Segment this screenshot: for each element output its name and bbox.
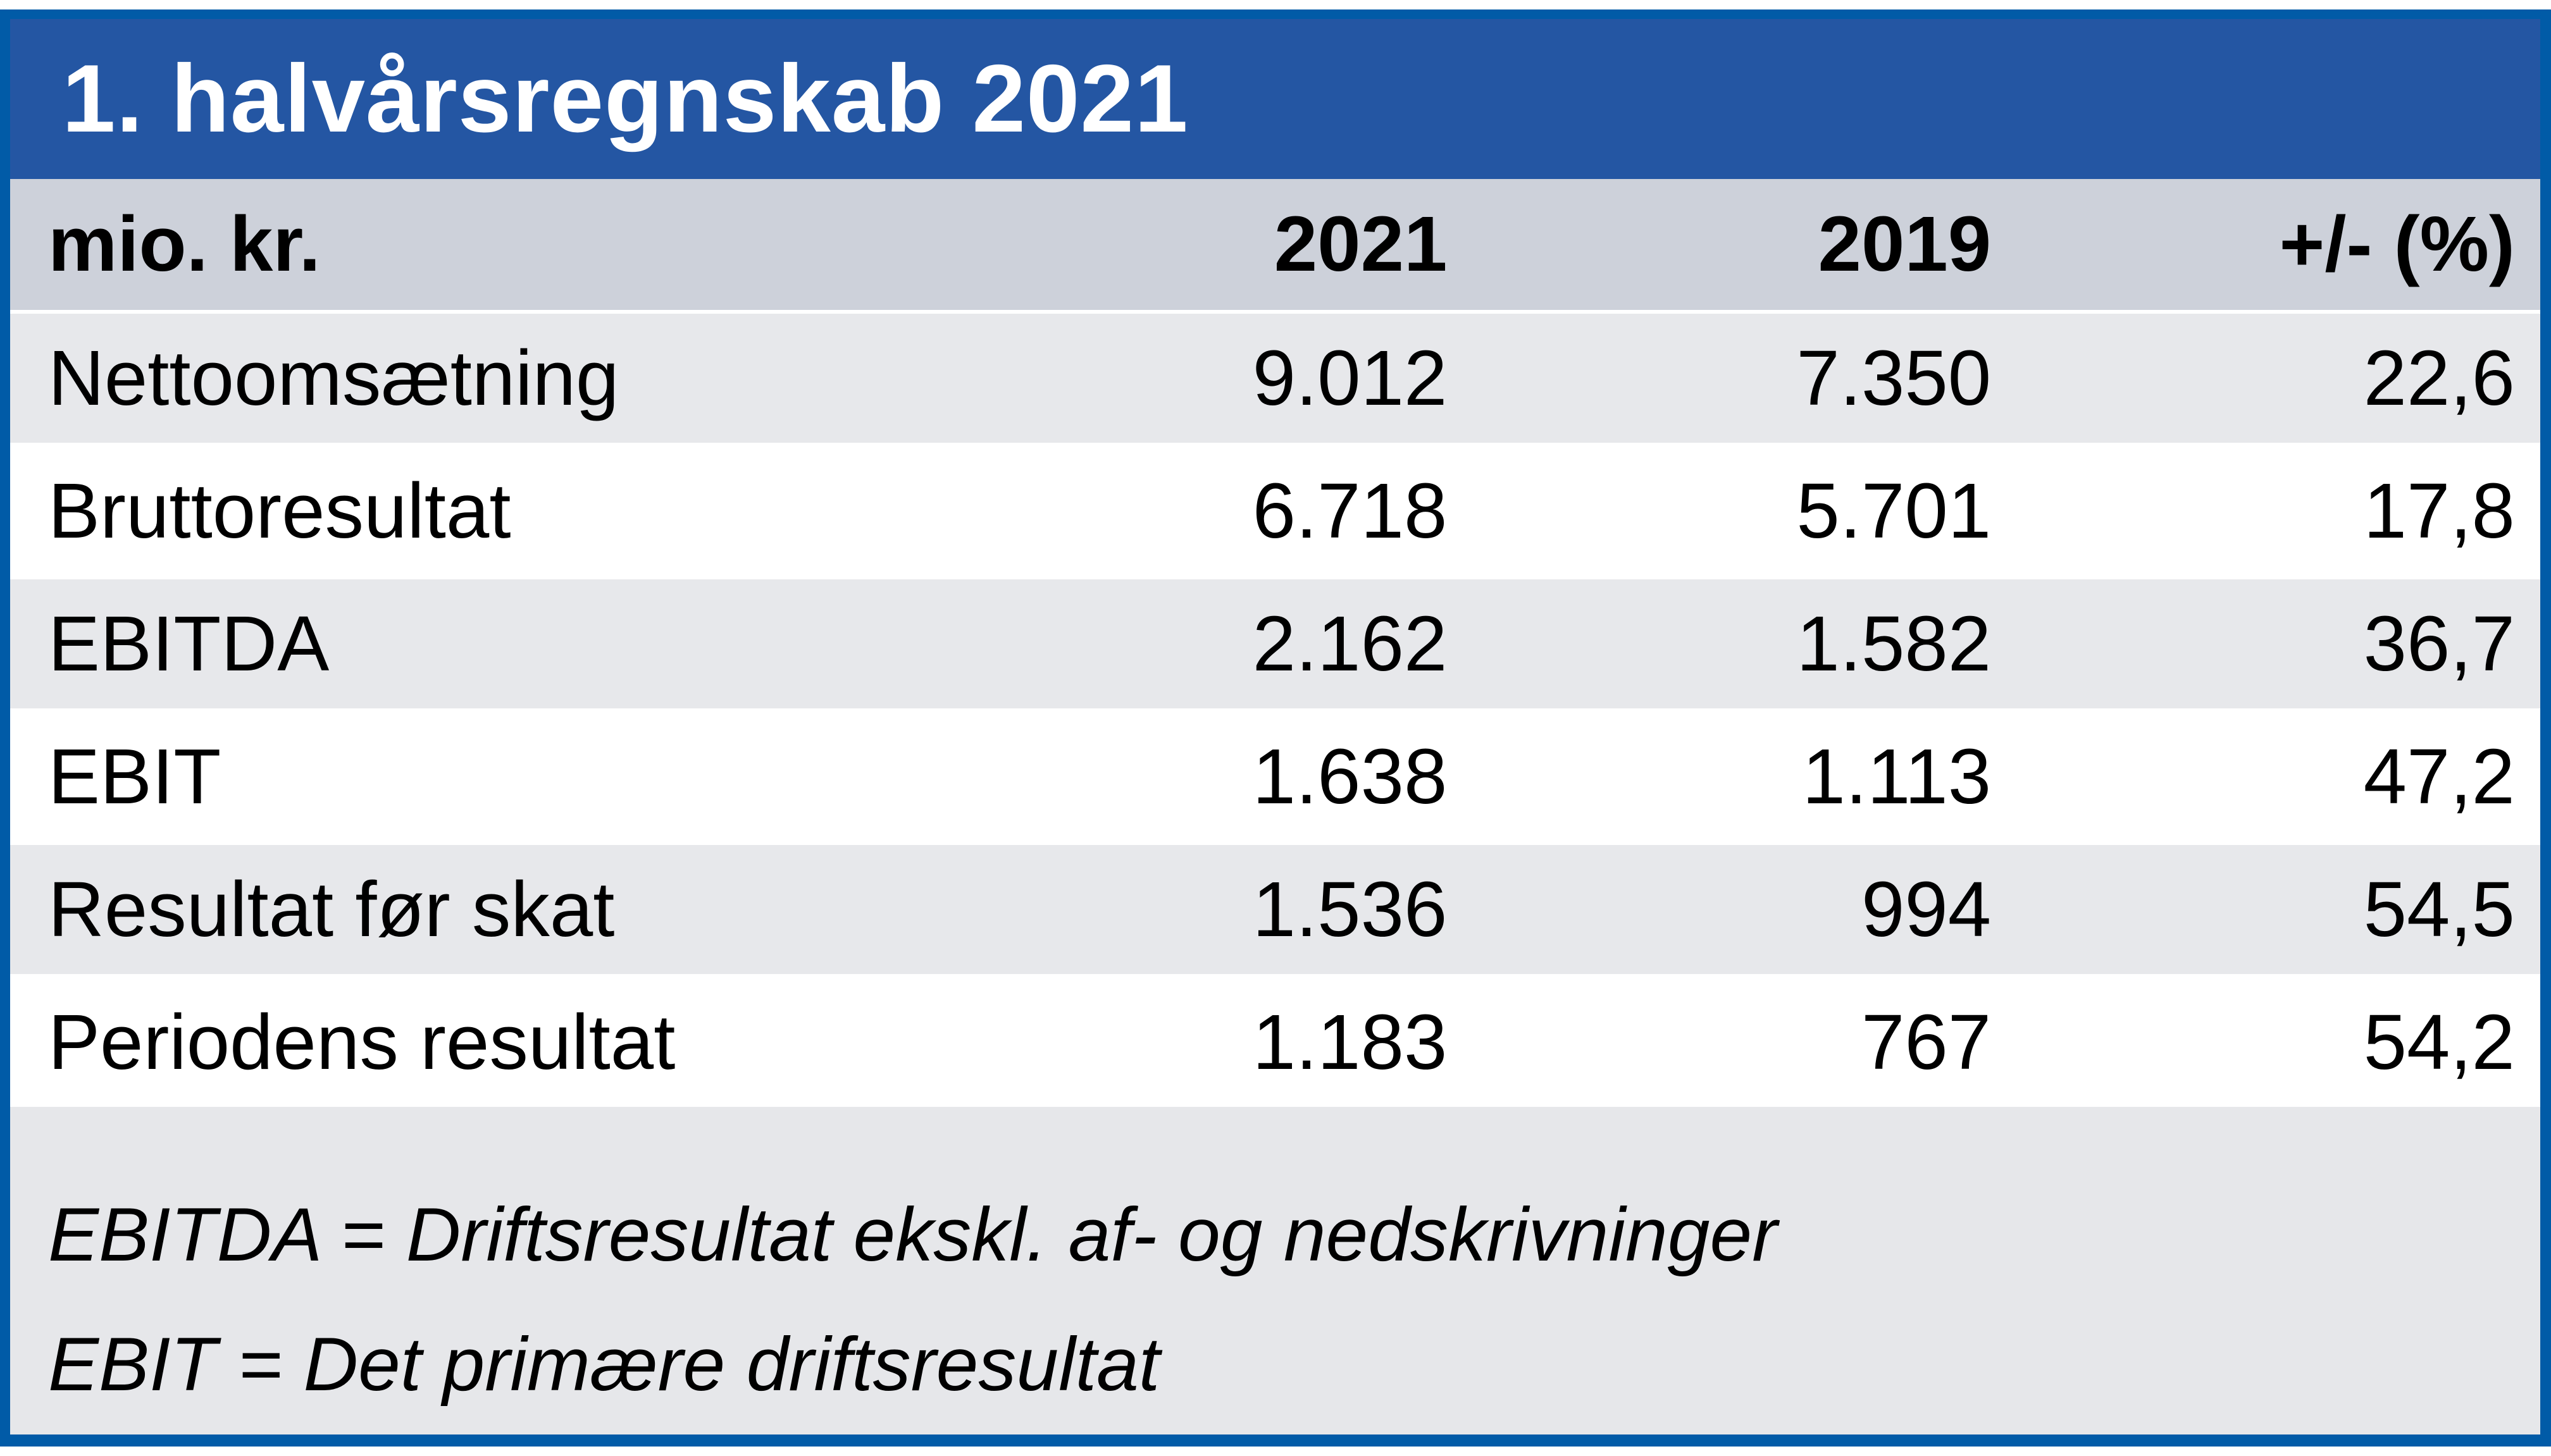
table-header-row: mio. kr. 2021 2019 +/- (%) [10, 179, 2540, 310]
row-label: EBIT [48, 733, 221, 820]
cell-value-2021: 6.718 [1252, 467, 1448, 555]
column-header-2021: 2021 [1274, 201, 1448, 288]
column-header-unit: mio. kr. [48, 201, 321, 288]
cell-value-2019: 1.582 [1796, 600, 1992, 688]
table-row-ebitda: EBITDA 2.162 1.582 36,7 [10, 576, 2540, 708]
footnote-ebitda: EBITDA = Driftsresultat ekskl. af- og ne… [48, 1192, 1778, 1277]
table-row-resultat-foer-skat: Resultat før skat 1.536 994 54,5 [10, 841, 2540, 974]
cell-change-pct: 54,5 [2363, 866, 2515, 953]
row-label: Bruttoresultat [48, 467, 511, 555]
footnotes-area: EBITDA = Driftsresultat ekskl. af- og ne… [10, 1107, 2540, 1434]
report-table-frame: 1. halvårsregnskab 2021 mio. kr. 2021 20… [0, 9, 2551, 1447]
page-title: 1. halvårsregnskab 2021 [62, 45, 1189, 152]
row-label: Periodens resultat [48, 999, 676, 1086]
report-table: 1. halvårsregnskab 2021 mio. kr. 2021 20… [10, 19, 2540, 1434]
cell-value-2019: 994 [1861, 866, 1992, 953]
cell-value-2021: 1.536 [1252, 866, 1448, 953]
cell-value-2021: 1.638 [1252, 733, 1448, 820]
row-label: Nettoomsætning [48, 335, 619, 422]
cell-value-2021: 1.183 [1252, 999, 1448, 1086]
table-row-periodens-resultat: Periodens resultat 1.183 767 54,2 [10, 974, 2540, 1107]
cell-change-pct: 47,2 [2363, 733, 2515, 820]
cell-change-pct: 17,8 [2363, 467, 2515, 555]
cell-value-2019: 7.350 [1796, 335, 1992, 422]
table-row-nettoomsaetning: Nettoomsætning 9.012 7.350 22,6 [10, 310, 2540, 443]
cell-value-2021: 2.162 [1252, 600, 1448, 688]
column-header-change: +/- (%) [2279, 201, 2515, 288]
cell-change-pct: 22,6 [2363, 335, 2515, 422]
cell-change-pct: 36,7 [2363, 600, 2515, 688]
title-bar: 1. halvårsregnskab 2021 [10, 19, 2540, 179]
cell-value-2019: 767 [1861, 999, 1992, 1086]
row-label: Resultat før skat [48, 866, 615, 953]
row-label: EBITDA [48, 600, 330, 688]
footnote-ebit: EBIT = Det primære driftsresultat [48, 1322, 1160, 1407]
column-header-2019: 2019 [1818, 201, 1992, 288]
cell-value-2019: 5.701 [1796, 467, 1992, 555]
table-row-ebit: EBIT 1.638 1.113 47,2 [10, 708, 2540, 841]
table-row-bruttoresultat: Bruttoresultat 6.718 5.701 17,8 [10, 443, 2540, 576]
cell-change-pct: 54,2 [2363, 999, 2515, 1086]
cell-value-2019: 1.113 [1802, 733, 1992, 820]
cell-value-2021: 9.012 [1252, 335, 1448, 422]
